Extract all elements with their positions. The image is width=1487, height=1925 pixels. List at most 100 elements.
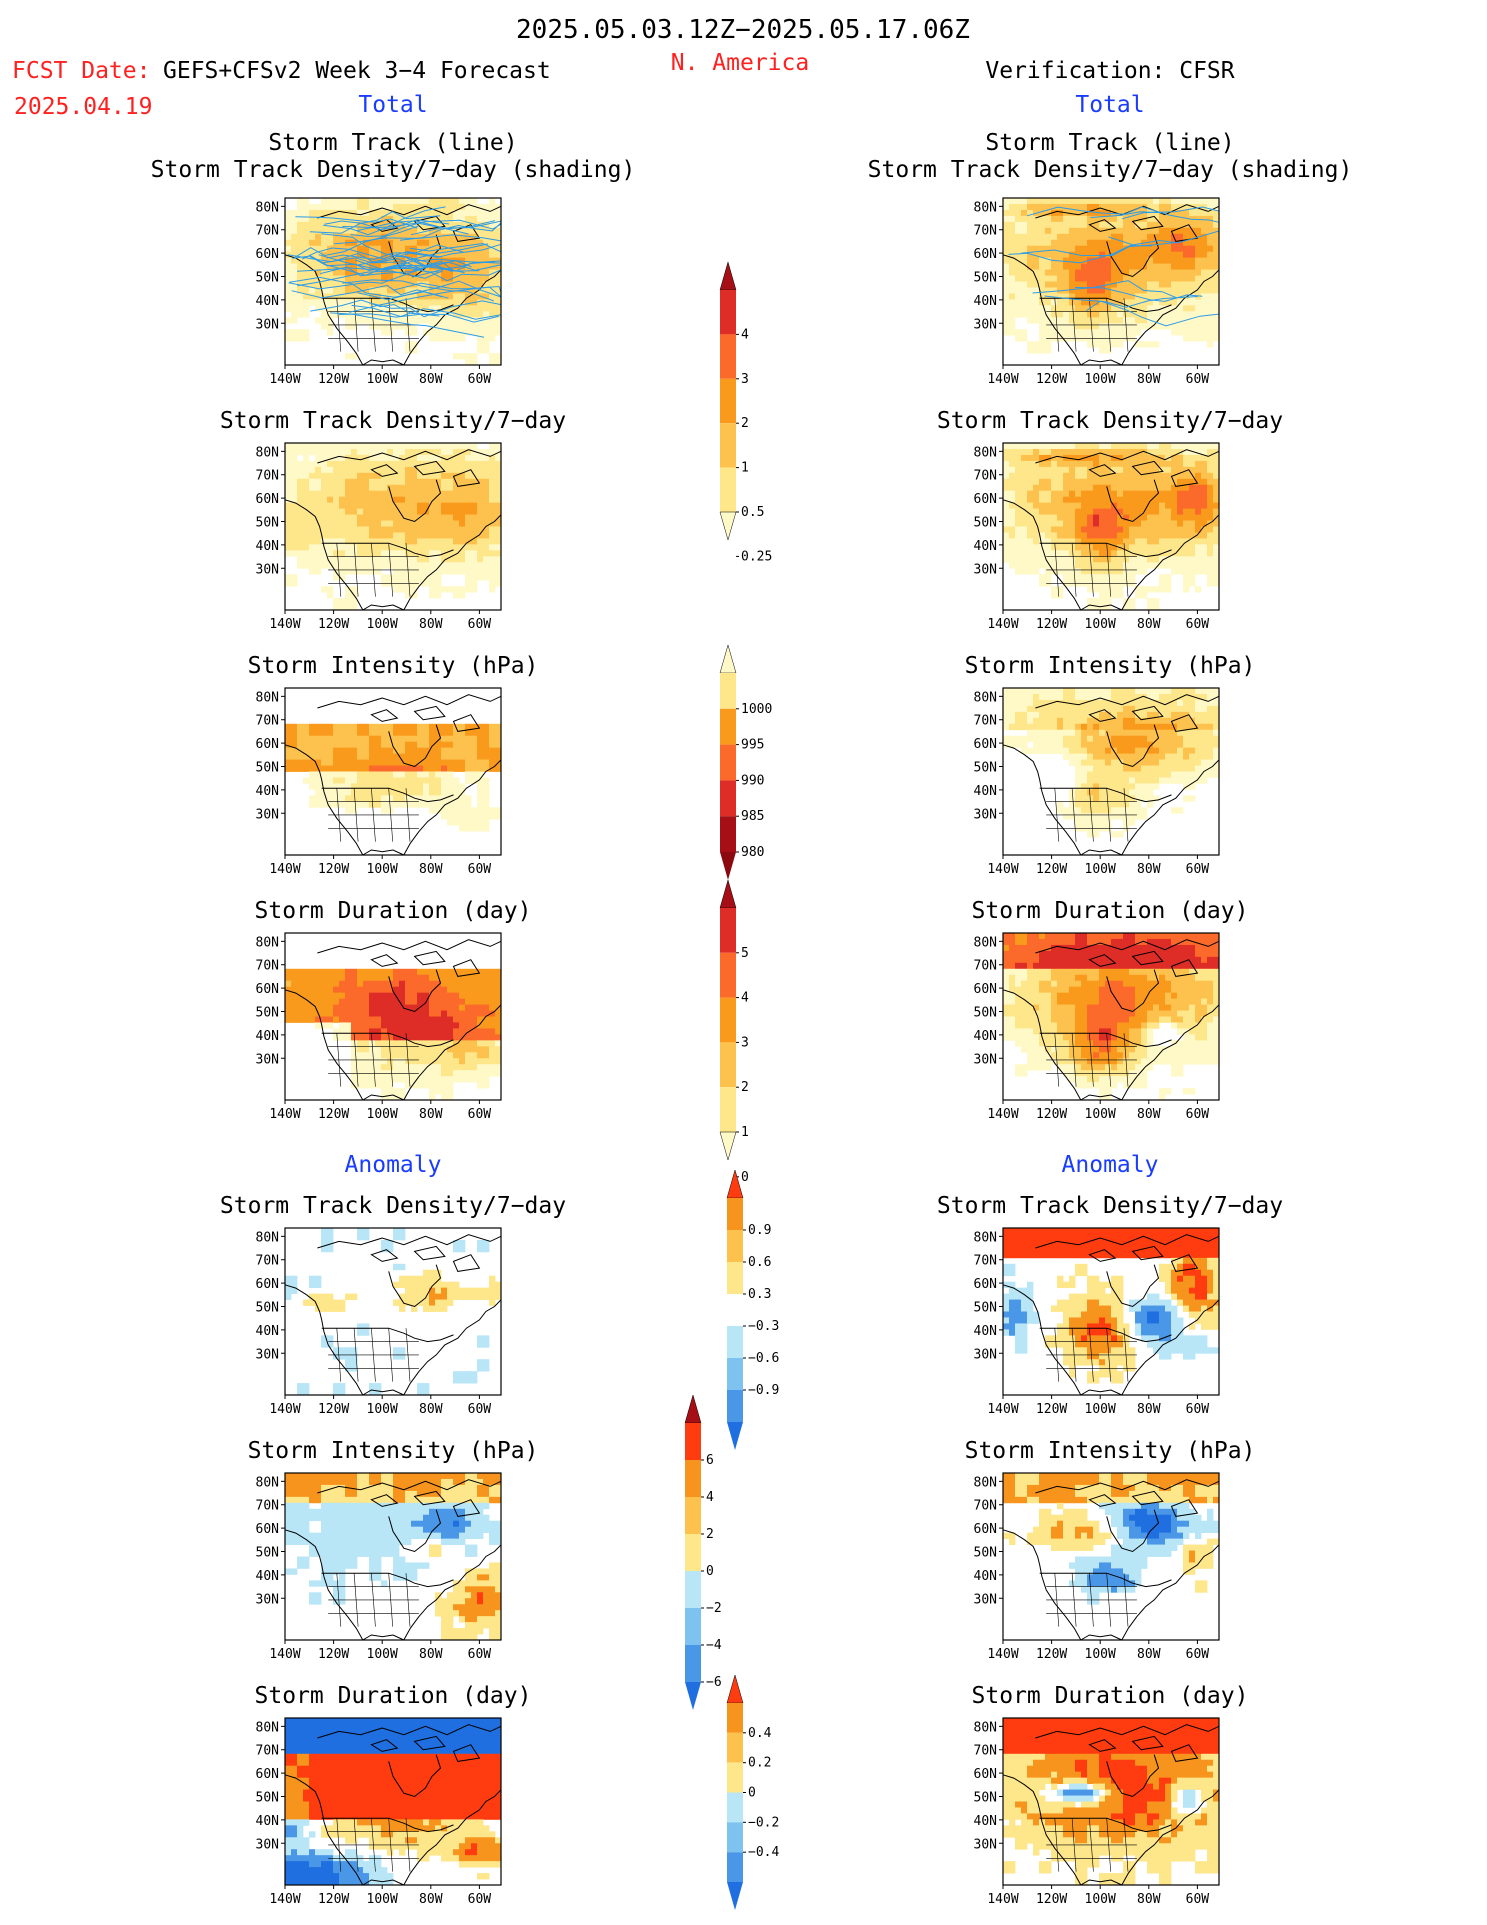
field-cell — [459, 1004, 466, 1011]
field-cell — [441, 544, 448, 551]
field-cell — [375, 741, 382, 749]
field-cell — [333, 574, 340, 581]
field-cell — [471, 1064, 478, 1071]
field-cell — [483, 1502, 490, 1510]
field-cell — [345, 992, 352, 999]
field-cell — [297, 227, 304, 235]
field-cell — [381, 1520, 388, 1528]
field-cell — [345, 1028, 352, 1035]
field-cell — [345, 1789, 352, 1796]
field-cell — [303, 490, 310, 498]
field-cell — [477, 1478, 484, 1486]
field-cell — [375, 454, 382, 462]
field-cell — [327, 1341, 334, 1348]
field-cell — [339, 1801, 346, 1808]
field-cell — [435, 335, 442, 342]
field-cell — [483, 723, 490, 731]
field-cell — [345, 227, 352, 235]
field-cell — [387, 1807, 394, 1814]
field-cell — [411, 1562, 418, 1569]
field-cell — [483, 1837, 490, 1844]
field-cell — [399, 538, 406, 545]
field-cell — [411, 1052, 418, 1059]
field-cell — [309, 1496, 316, 1504]
map-frame — [284, 687, 502, 856]
field-cell — [369, 1022, 376, 1029]
field-cell — [489, 1753, 496, 1761]
field-cell — [285, 1484, 292, 1492]
field-cell — [357, 257, 364, 264]
field-cell — [453, 992, 460, 999]
field-cell — [465, 574, 472, 581]
field-cell — [321, 1783, 328, 1790]
field-cell — [453, 1010, 460, 1017]
field-cell — [375, 747, 382, 754]
field-cell — [423, 1389, 430, 1396]
field-cell — [435, 1544, 442, 1551]
field-cell — [297, 203, 304, 211]
field-cell — [447, 215, 454, 223]
field-cell — [315, 795, 322, 802]
field-cell — [399, 1064, 406, 1071]
region-label: N. America — [671, 50, 809, 76]
field-cell — [363, 508, 370, 515]
field-cell — [405, 1801, 412, 1808]
field-cell — [417, 215, 424, 223]
field-cell — [483, 1040, 490, 1047]
field-cell — [459, 801, 466, 808]
field-cell — [429, 1281, 436, 1289]
field-cell — [315, 1861, 322, 1868]
field-cell — [381, 1783, 388, 1790]
field-cell — [339, 1753, 346, 1761]
field-cell — [429, 1771, 436, 1779]
field-cell — [345, 1353, 352, 1360]
field-cell — [465, 771, 472, 778]
field-cell — [465, 1022, 472, 1029]
field-cell — [489, 359, 496, 366]
field-cell — [351, 532, 358, 539]
field-cell — [393, 1508, 400, 1516]
field-cell — [399, 1526, 406, 1534]
field-cell — [417, 723, 424, 731]
lat-tick-label: 80N — [256, 1230, 279, 1245]
field-cell — [1105, 198, 1112, 205]
field-cell — [363, 747, 370, 754]
field-cell — [405, 1819, 412, 1826]
field-cell — [297, 215, 304, 223]
field-cell — [477, 1855, 484, 1862]
field-cell — [459, 1070, 466, 1077]
field-cell — [387, 329, 394, 336]
field-cell — [417, 1484, 424, 1492]
field-cell — [291, 1538, 298, 1545]
field-cell — [285, 980, 292, 988]
field-cell — [363, 1807, 370, 1814]
field-cell — [471, 1040, 478, 1047]
field-cell — [387, 203, 394, 211]
field-cell — [459, 1634, 466, 1641]
field-cell — [327, 1532, 334, 1539]
field-cell — [291, 1801, 298, 1808]
field-cell — [417, 568, 424, 575]
field-cell — [363, 1831, 370, 1838]
field-cell — [489, 490, 496, 498]
field-cell — [321, 1747, 328, 1755]
field-cell — [417, 735, 424, 743]
field-cell — [315, 287, 322, 294]
field-cell — [483, 1473, 490, 1480]
field-cell — [495, 1520, 502, 1528]
field-cell — [441, 765, 448, 772]
field-cell — [381, 520, 388, 527]
lat-tick-label: 80N — [256, 445, 279, 460]
field-cell — [429, 1022, 436, 1029]
field-cell — [375, 532, 382, 539]
field-cell — [441, 1831, 448, 1838]
field-cell — [429, 1819, 436, 1826]
field-cell — [465, 1586, 472, 1593]
field-cell — [291, 275, 298, 282]
field-cell — [381, 1759, 388, 1767]
field-cell — [483, 1777, 490, 1784]
field-cell — [465, 1371, 472, 1378]
lon-tick-label: 80W — [419, 862, 443, 877]
field-cell — [303, 239, 310, 247]
field-cell — [495, 1040, 502, 1047]
